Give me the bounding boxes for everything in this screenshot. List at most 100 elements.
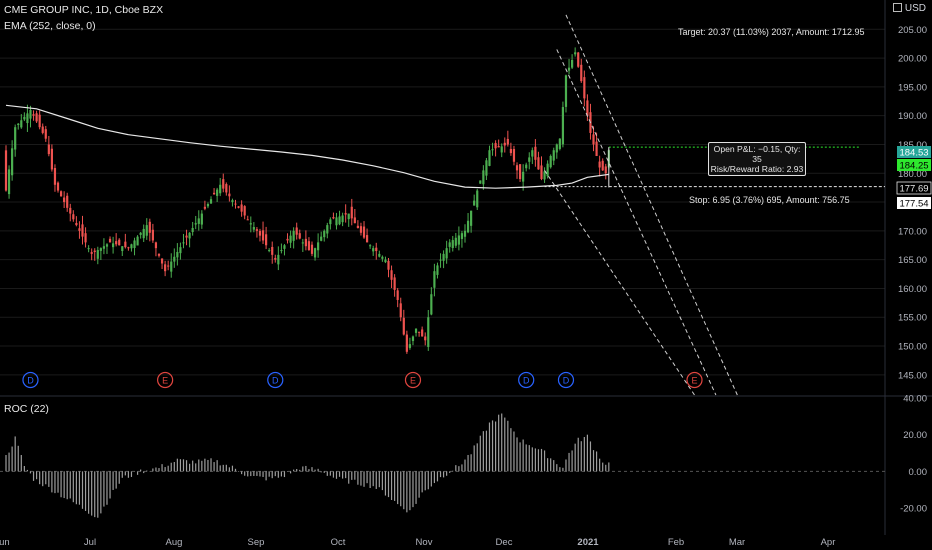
ema-line: [5, 104, 609, 189]
candle-body: [228, 193, 231, 197]
candle-body: [460, 233, 464, 239]
candle-body: [494, 143, 497, 149]
trend-drawings: [544, 14, 738, 396]
candle-body: [173, 256, 176, 262]
candle-body: [421, 329, 424, 337]
roc-tick-label: 40.00: [903, 394, 927, 405]
candle-body: [485, 160, 488, 176]
candle-body: [11, 148, 14, 176]
trend-line-inner: [544, 170, 695, 396]
candle-body: [252, 227, 255, 230]
candle-body: [595, 141, 598, 156]
candle-body: [255, 229, 259, 231]
roc-bars: [0, 413, 885, 518]
candle-body: [59, 191, 63, 197]
open-pnl-label: Open P&L: −0.15, Qty: 35: [713, 144, 801, 164]
candle-body: [148, 221, 151, 233]
roc-indicator-label[interactable]: ROC (22): [4, 403, 49, 415]
candle-body: [219, 184, 222, 194]
price-tag: [897, 146, 931, 158]
target-label: Target: 20.37 (11.03%) 2037, Amount: 171…: [678, 27, 865, 37]
price-tick-label: 180.00: [898, 169, 927, 180]
candle-body: [209, 199, 213, 204]
candle-body: [332, 217, 335, 219]
price-tags: 184.53 184.25 177.69 177.54: [896, 146, 932, 210]
candle-body: [577, 52, 580, 67]
candle-body: [246, 219, 249, 221]
candle-body: [268, 250, 271, 252]
candle-body: [301, 242, 304, 244]
candle-body: [90, 252, 93, 254]
event-marker-label: E: [410, 376, 416, 386]
price-tag-label: 184.25: [899, 161, 928, 172]
candle-body: [17, 123, 20, 126]
grid: [0, 0, 932, 535]
candle-body: [167, 265, 170, 267]
candle-body: [509, 148, 512, 154]
candle-body: [151, 229, 154, 241]
time-tick-label: Jul: [84, 537, 96, 548]
candle-body: [375, 247, 378, 252]
candle-body: [145, 225, 148, 236]
candle-body: [571, 59, 574, 68]
candle-body: [534, 146, 537, 160]
candle-body: [38, 114, 41, 128]
candle-body: [531, 150, 534, 157]
candle-body: [549, 155, 552, 168]
time-tick-label: Apr: [821, 537, 836, 548]
candle-body: [320, 236, 323, 241]
candle-body: [473, 200, 476, 206]
candle-body: [197, 218, 200, 224]
price-tick-label: 190.00: [898, 111, 927, 122]
candle-body: [56, 182, 60, 191]
candle-body: [78, 228, 81, 231]
currency-menu[interactable]: USD: [892, 3, 926, 14]
event-marker-label: D: [27, 376, 34, 386]
candle-body: [402, 317, 405, 335]
candle-body: [271, 246, 274, 255]
price-tag-label: 184.53: [899, 148, 928, 159]
event-marker-label: E: [162, 376, 168, 386]
candle-body: [341, 215, 344, 223]
candle-body: [326, 225, 329, 234]
candle-body: [528, 157, 531, 162]
candle-body: [93, 250, 96, 252]
candle-body: [274, 257, 277, 260]
candle-body: [295, 227, 298, 235]
candle-body: [298, 233, 301, 239]
time-tick-label: Dec: [496, 537, 513, 548]
candle-body: [280, 250, 283, 252]
candle-body: [592, 134, 595, 145]
candle-body: [115, 241, 118, 245]
candle-body: [130, 244, 133, 249]
price-tag-label: 177.69: [899, 184, 928, 195]
candle-body: [50, 148, 53, 170]
candle-body: [47, 144, 50, 155]
candle-body: [546, 163, 549, 177]
candle-body: [537, 157, 540, 170]
candle-body: [601, 160, 604, 171]
symbol-title: CME GROUP INC, 1D, Cboe BZX: [4, 4, 164, 16]
candle-body: [283, 245, 286, 249]
time-tick-label: Feb: [668, 537, 684, 548]
event-marker: [157, 371, 174, 389]
candle-body: [157, 253, 161, 256]
ema-indicator-label[interactable]: EMA (252, close, 0): [4, 20, 96, 32]
price-tag: [896, 181, 932, 195]
candle-body: [580, 64, 583, 82]
event-marker-label: D: [523, 376, 530, 386]
candle-body: [378, 253, 381, 257]
candle-body: [23, 116, 26, 120]
candle-body: [558, 138, 561, 149]
candle-body: [491, 149, 494, 151]
candle-body: [237, 206, 240, 208]
price-tag-label: 177.54: [899, 199, 928, 210]
candle-body: [265, 234, 268, 246]
axes: 145.00150.00155.00160.00165.00170.00175.…: [0, 25, 927, 548]
candle-body: [457, 235, 460, 245]
candle-body: [212, 192, 216, 195]
candle-body: [372, 248, 375, 252]
price-tag: [897, 159, 931, 171]
